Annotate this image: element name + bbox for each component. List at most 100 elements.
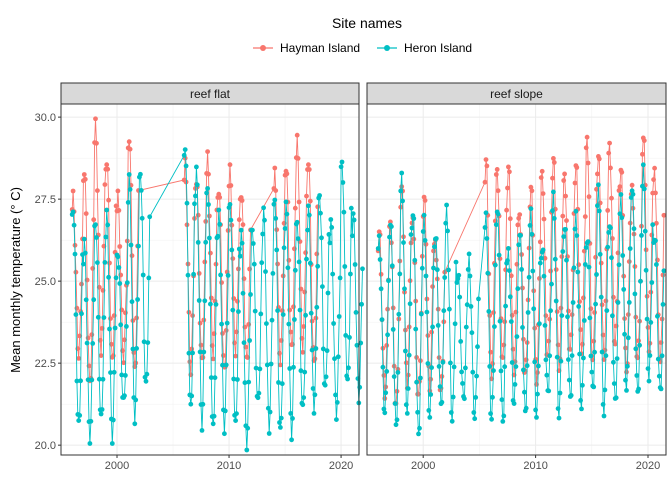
data-point (127, 146, 133, 152)
data-point (104, 162, 110, 168)
data-point (450, 394, 456, 400)
data-point (571, 265, 577, 271)
data-point (210, 356, 216, 362)
data-point (491, 368, 496, 373)
data-point (411, 216, 417, 221)
data-point (610, 313, 615, 319)
data-point (417, 425, 422, 431)
data-point (436, 364, 442, 369)
data-point (596, 208, 602, 214)
data-point (454, 280, 460, 285)
data-point (467, 273, 473, 279)
data-point (592, 310, 597, 315)
data-point (406, 352, 412, 358)
data-point (466, 251, 472, 257)
data-point (507, 294, 513, 300)
data-point (98, 411, 104, 417)
data-point (537, 260, 543, 266)
data-point (534, 415, 539, 420)
data-point (599, 302, 605, 308)
data-point (304, 256, 309, 262)
data-point (292, 317, 297, 322)
data-point (350, 211, 356, 217)
data-point (640, 151, 645, 157)
data-point (547, 316, 553, 322)
data-point (133, 397, 139, 403)
data-point (94, 235, 99, 240)
data-point (652, 165, 657, 171)
data-point (266, 431, 272, 436)
data-point (127, 187, 133, 192)
data-point (559, 313, 565, 318)
data-point (267, 409, 273, 415)
data-point (593, 301, 598, 307)
data-point (554, 354, 560, 360)
data-point (81, 261, 86, 267)
data-point (569, 312, 575, 318)
data-point (403, 348, 408, 354)
data-point (532, 359, 538, 365)
data-point (648, 320, 654, 325)
data-point (233, 418, 239, 423)
data-point (507, 169, 512, 175)
data-point (314, 251, 320, 257)
data-point (303, 250, 308, 256)
data-point (219, 280, 225, 285)
data-point (546, 388, 552, 394)
data-point (609, 255, 614, 261)
data-point (274, 247, 280, 253)
data-point (359, 301, 364, 307)
data-point (434, 267, 440, 273)
data-point (601, 357, 607, 362)
data-point (323, 374, 329, 380)
data-point (614, 356, 620, 361)
data-point (124, 280, 130, 286)
data-point (627, 220, 633, 226)
data-point (526, 245, 532, 251)
data-point (198, 342, 204, 348)
data-point (608, 225, 613, 231)
data-point (607, 140, 612, 146)
data-point (280, 273, 286, 279)
y-axis-title: Mean monthly temperature (° C) (8, 187, 23, 373)
data-point (378, 286, 384, 292)
data-point (630, 191, 636, 197)
data-point (587, 315, 593, 321)
y-tick-label: 22.5 (35, 358, 56, 370)
data-point (389, 224, 394, 230)
data-point (555, 406, 561, 411)
data-point (261, 205, 266, 211)
data-point (303, 312, 308, 318)
data-point (102, 182, 108, 188)
data-point (379, 317, 385, 322)
data-point (523, 357, 529, 363)
data-point (289, 437, 294, 443)
data-point (386, 278, 391, 284)
data-point (577, 299, 582, 304)
data-point (181, 152, 187, 158)
data-point (631, 226, 637, 232)
data-point (458, 339, 464, 344)
data-point (468, 304, 474, 309)
data-point (237, 253, 243, 259)
data-point (213, 302, 219, 307)
data-point (566, 308, 571, 314)
data-point (405, 386, 411, 391)
data-point (220, 362, 225, 368)
data-point (221, 353, 226, 358)
data-point (520, 285, 525, 291)
data-point (550, 175, 555, 181)
data-point (482, 225, 488, 230)
data-point (428, 376, 434, 382)
data-point (413, 326, 419, 332)
data-point (583, 145, 589, 151)
data-point (513, 364, 519, 369)
data-point (196, 271, 202, 276)
data-point (560, 249, 566, 254)
data-point (575, 269, 581, 275)
data-point (433, 257, 439, 263)
data-point (82, 250, 88, 256)
data-point (492, 262, 498, 268)
data-point (484, 236, 490, 241)
data-point (617, 211, 623, 217)
